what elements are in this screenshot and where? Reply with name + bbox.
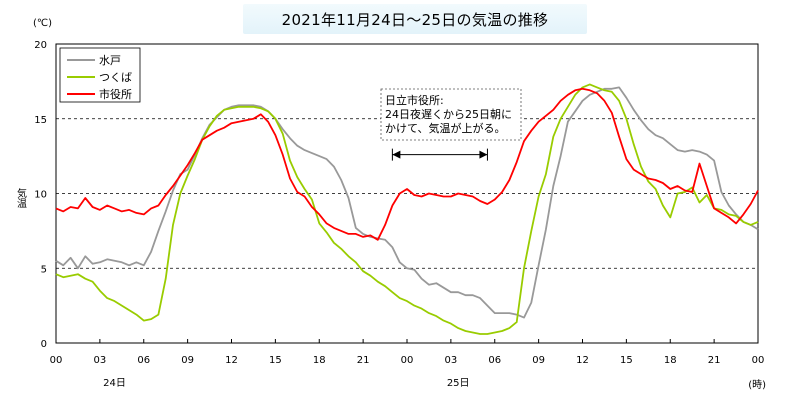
x-tick-label: 06 xyxy=(488,355,501,366)
annotation-arrowhead xyxy=(479,150,488,159)
legend-label: 市役所 xyxy=(99,87,132,101)
legend-label: 水戸 xyxy=(99,54,121,67)
x-tick-label: 00 xyxy=(752,355,765,366)
y-tick-label: 5 xyxy=(41,264,47,275)
x-tick-label: 00 xyxy=(401,355,414,366)
legend-label: つくば xyxy=(99,71,132,84)
series-line-1 xyxy=(55,86,759,319)
y-tick-label: 15 xyxy=(34,115,47,126)
x-tick-label: 21 xyxy=(708,355,721,366)
day-label: 25日 xyxy=(447,378,470,389)
x-tick-label: 00 xyxy=(50,355,63,366)
annotation-text: かけて、気温が上がる。 xyxy=(385,121,505,135)
series-line-3 xyxy=(55,87,759,241)
x-tick-label: 03 xyxy=(94,355,107,366)
y-tick-label: 10 xyxy=(34,190,47,201)
y-tick-label: 0 xyxy=(41,339,47,350)
x-tick-label: 15 xyxy=(269,355,282,366)
x-tick-label: 06 xyxy=(137,355,150,366)
axes-layer: 0 5 10 15 20 00 03 06 09 12 15 18 21 00 03 06 09 12 15 18 21… xyxy=(15,18,767,391)
x-tick-label: 21 xyxy=(357,355,370,366)
x-tick-label: 18 xyxy=(313,355,326,366)
annotation-text: 24日夜遅くから25日朝に xyxy=(385,107,512,121)
grid-layer xyxy=(56,118,758,269)
annotation-text: 日立市役所: xyxy=(385,93,444,107)
x-tick-label: 09 xyxy=(532,355,545,366)
x-tick-label: 18 xyxy=(664,355,677,366)
y-tick-label: 20 xyxy=(34,40,47,51)
annotation-box xyxy=(380,88,522,141)
x-unit-label: (時) xyxy=(748,379,766,391)
series-line-2 xyxy=(55,83,759,335)
x-tick-label: 15 xyxy=(620,355,633,366)
x-tick-label: 12 xyxy=(225,355,238,366)
y-axis-label: 気温 xyxy=(15,187,27,208)
annotation-arrowhead xyxy=(392,150,401,159)
x-tick-label: 03 xyxy=(445,355,458,366)
x-tick-label: 09 xyxy=(181,355,194,366)
day-label: 24日 xyxy=(103,378,126,389)
x-tick-label: 12 xyxy=(576,355,589,366)
series-layer xyxy=(55,83,759,335)
y-unit-label: (℃) xyxy=(33,18,52,29)
chart-title: 2021年11月24日～25日の気温の推移 xyxy=(243,4,587,34)
